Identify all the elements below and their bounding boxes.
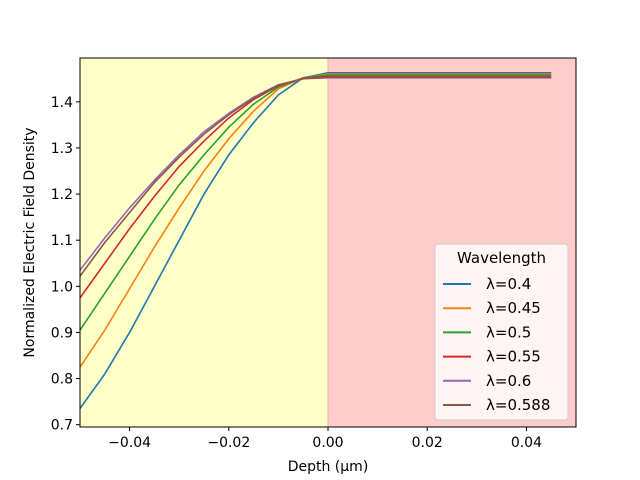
x-tick-label: 0.00 bbox=[312, 435, 343, 451]
legend-entry-0: λ=0.4 bbox=[486, 275, 531, 293]
x-tick-label: −0.02 bbox=[207, 435, 250, 451]
y-axis-label: Normalized Electric Field Density bbox=[22, 127, 38, 357]
y-tick-label: 1.3 bbox=[51, 141, 73, 157]
x-axis: −0.04 −0.02 0.00 0.02 0.04 bbox=[108, 427, 542, 451]
region-0 bbox=[80, 58, 328, 427]
legend-entry-2: λ=0.5 bbox=[486, 323, 531, 341]
plot-area bbox=[79, 57, 577, 428]
y-tick-label: 0.7 bbox=[51, 418, 73, 434]
x-tick-label: 0.02 bbox=[412, 435, 443, 451]
series-line-5 bbox=[80, 76, 552, 277]
legend-entry-5: λ=0.588 bbox=[486, 396, 550, 414]
legend-title: Wavelength bbox=[457, 249, 546, 267]
y-tick-label: 0.8 bbox=[51, 372, 73, 388]
x-axis-label: Depth (μm) bbox=[288, 459, 369, 475]
legend-entry-4: λ=0.6 bbox=[486, 372, 531, 390]
legend-entry-1: λ=0.45 bbox=[486, 299, 541, 317]
y-tick-label: 1.1 bbox=[51, 233, 73, 249]
x-tick-label: 0.04 bbox=[511, 435, 542, 451]
y-tick-label: 1.4 bbox=[51, 95, 73, 111]
y-tick-label: 1.2 bbox=[51, 187, 73, 203]
y-tick-label: 1.0 bbox=[51, 279, 73, 295]
legend: Wavelength λ=0.4 λ=0.45 λ=0.5 λ=0.55 λ=0.6 λ=0… bbox=[434, 243, 569, 421]
y-tick-label: 0.9 bbox=[51, 325, 73, 341]
x-tick-label: −0.04 bbox=[108, 435, 151, 451]
legend-box bbox=[434, 243, 569, 421]
y-axis: 0.7 0.8 0.9 1.0 1.1 1.2 1.3 1.4 bbox=[51, 95, 80, 434]
legend-entry-3: λ=0.55 bbox=[486, 348, 541, 366]
